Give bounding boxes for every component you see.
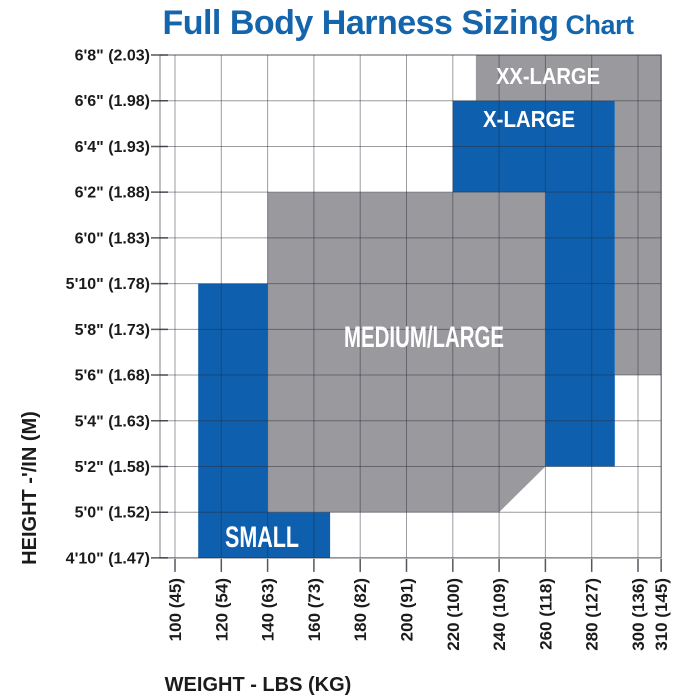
y-tick-label: 6'8" (2.03)	[75, 48, 150, 65]
x-tick-label: 120 (54)	[212, 578, 231, 641]
x-tick-label: 280 (127)	[583, 578, 602, 651]
y-tick-label: 4'10" (1.47)	[66, 550, 150, 567]
page-title: Full Body Harness Sizing Chart	[48, 4, 700, 43]
y-tick-label: 5'4" (1.63)	[75, 413, 150, 430]
region-label-xx-large: XX-LARGE	[496, 63, 600, 89]
region-small	[198, 283, 331, 558]
x-tick-label: 100 (45)	[166, 578, 185, 641]
y-axis-title: HEIGHT -'/IN (M)	[19, 411, 41, 565]
x-tick-label: 160 (73)	[305, 578, 324, 641]
region-x-large	[452, 100, 615, 467]
x-tick-label: 300 (136)	[629, 578, 648, 651]
y-tick-label: 5'2" (1.58)	[75, 459, 150, 476]
x-tick-label: 180 (82)	[351, 578, 370, 641]
y-tick-label: 5'8" (1.73)	[75, 322, 150, 339]
region-medium-large	[267, 192, 546, 513]
y-tick-label: 6'6" (1.98)	[75, 93, 150, 110]
y-tick-label: 6'2" (1.88)	[75, 185, 150, 202]
plot-border	[159, 54, 662, 559]
x-tick-label: 200 (91)	[398, 578, 417, 641]
x-tick-label: 260 (118)	[536, 578, 555, 650]
page-title-main: Full Body Harness Sizing	[162, 4, 559, 42]
page-title-suffix: Chart	[565, 10, 635, 40]
x-tick-label: 140 (63)	[259, 578, 278, 641]
region-label-x-large: X-LARGE	[483, 106, 575, 132]
x-tick-label: 310 (145)	[652, 578, 671, 651]
region-label-small: SMALL	[225, 521, 299, 554]
y-tick-label: 5'6" (1.68)	[75, 368, 150, 385]
y-tick-label: 5'0" (1.52)	[75, 505, 150, 522]
y-tick-label: 5'10" (1.78)	[66, 276, 150, 293]
y-tick-label: 6'0" (1.83)	[75, 230, 150, 247]
y-tick-label: 6'4" (1.93)	[75, 139, 150, 156]
region-label-medium-large: MEDIUM/LARGE	[344, 321, 504, 354]
x-axis-title: WEIGHT - LBS (KG)	[165, 674, 352, 696]
x-tick-label: 220 (100)	[444, 578, 463, 651]
x-tick-label: 240 (109)	[490, 578, 509, 651]
